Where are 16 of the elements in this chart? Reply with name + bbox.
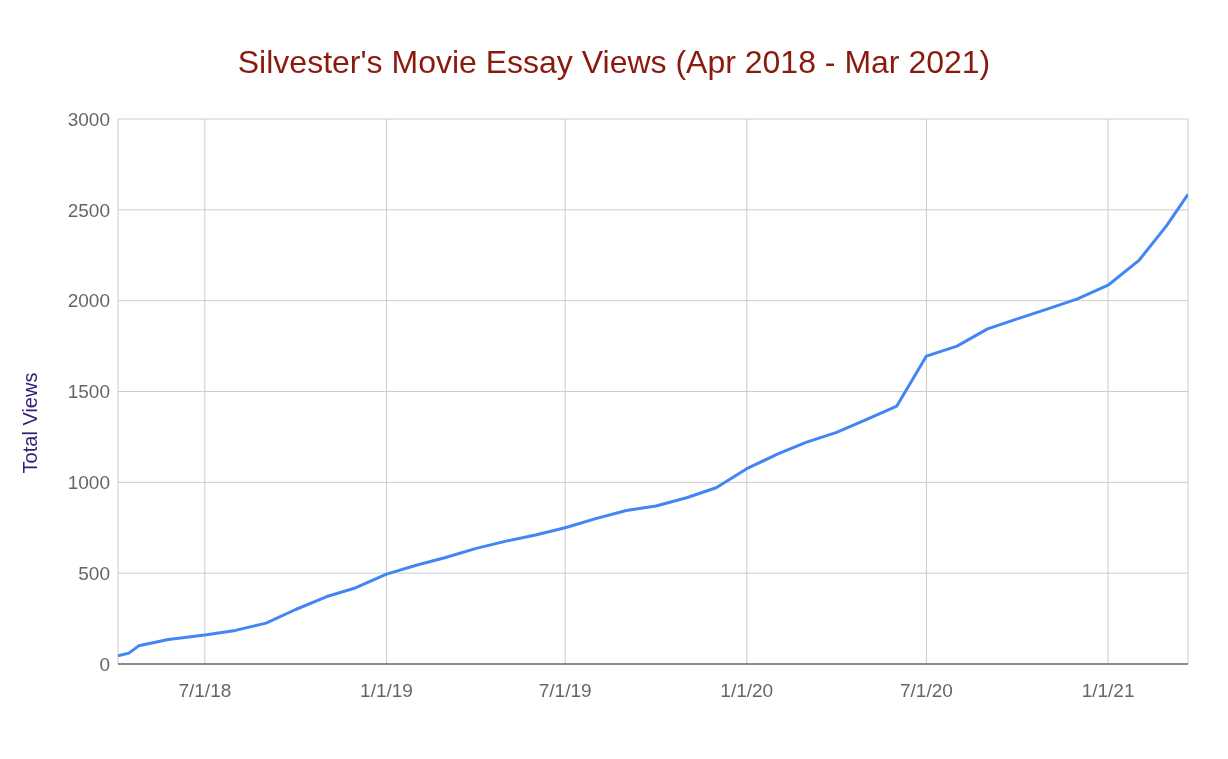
x-tick-label: 7/1/20 (900, 680, 953, 702)
y-tick-label: 2500 (67, 199, 110, 221)
y-tick-label: 3000 (67, 108, 110, 130)
chart-title: Silvester's Movie Essay Views (Apr 2018 - Mar 2021) (236, 43, 992, 82)
y-tick-label: 500 (78, 562, 110, 584)
x-tick-label: 1/1/20 (720, 680, 774, 702)
x-tick-label: 7/1/19 (538, 680, 592, 702)
x-tick-label: 1/1/21 (1081, 680, 1135, 702)
line-series (118, 192, 1188, 658)
y-tick-label: 1000 (67, 472, 110, 494)
y-tick-label: 2000 (67, 290, 110, 312)
x-tick-label: 1/1/19 (360, 680, 413, 702)
y-tick-label: 0 (99, 653, 110, 675)
y-tick-label: 1500 (67, 381, 110, 403)
x-tick-label: 7/1/18 (178, 680, 232, 702)
y-axis-title: Total Views (18, 372, 42, 474)
